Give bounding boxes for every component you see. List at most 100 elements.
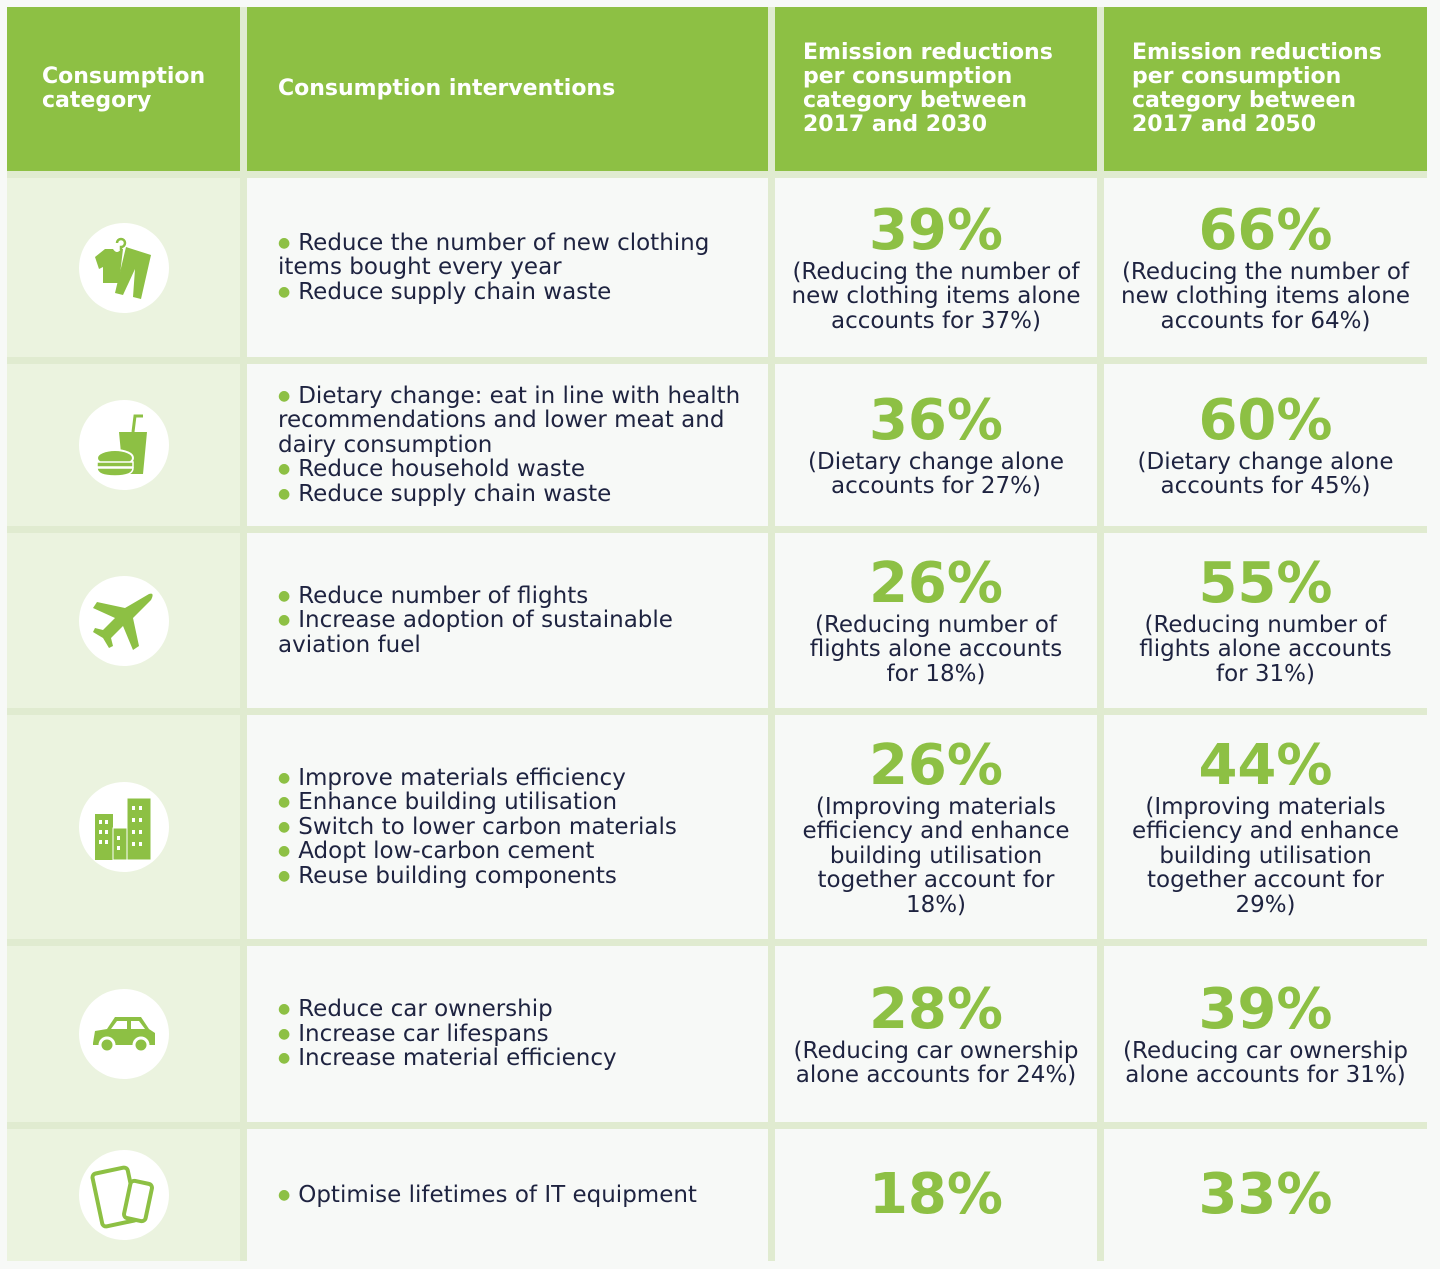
reduction-cell-2030: 18%: [775, 1129, 1097, 1261]
interventions-cell: ● Dietary change: eat in line with health…: [247, 364, 768, 526]
airplane-icon: [78, 575, 169, 666]
reduction-percent: 33%: [1198, 1162, 1333, 1227]
bullet-icon: ●: [278, 612, 291, 629]
bullet-icon: ●: [278, 1001, 291, 1018]
reduction-note: (Reducing number of flights alone accoun…: [809, 611, 1063, 687]
reduction-cell-2050: 44% (Improving materials efficiency and e…: [1104, 715, 1427, 939]
category-cell: [7, 715, 240, 939]
reduction-cell-2050: 66% (Reducing the number of new clothing …: [1104, 178, 1427, 357]
reduction-note: (Improving materials efficiency and enha…: [802, 793, 1070, 918]
reduction-cell-2050: 60% (Dietary change alone accounts for 45…: [1104, 364, 1427, 526]
intervention-item: ● Reduce supply chain waste: [278, 482, 768, 507]
intervention-item: ● Reduce supply chain waste: [278, 280, 768, 305]
intervention-text: Optimise lifetimes of IT equipment: [298, 1181, 697, 1208]
intervention-text: Switch to lower carbon materials: [298, 813, 677, 840]
category-cell: [7, 364, 240, 526]
bullet-icon: ●: [278, 843, 291, 860]
bullet-icon: ●: [278, 769, 291, 786]
reduction-percent: 60%: [1198, 387, 1333, 453]
reduction-percent: 36%: [868, 387, 1004, 453]
intervention-text: Reduce number of flights: [298, 582, 589, 609]
reduction-cell-2030: 26% (Improving materials efficiency and e…: [775, 715, 1097, 939]
intervention-item: ● Reduce number of flights: [278, 584, 768, 609]
intervention-item: ● Increase car lifespans: [278, 1022, 768, 1047]
intervention-text: Increase car lifespans: [298, 1020, 549, 1047]
bullet-icon: ●: [278, 485, 291, 502]
reduction-note: (Improving materials efficiency and enha…: [1131, 793, 1400, 918]
bullet-icon: ●: [278, 283, 291, 300]
intervention-item: ● Enhance building utilisation: [278, 790, 768, 815]
reduction-cell-2050: 33%: [1104, 1129, 1427, 1261]
reduction-note: (Dietary change alone accounts for 45%): [1137, 448, 1394, 499]
clothing-icon: [78, 222, 169, 313]
intervention-text: Reduce supply chain waste: [298, 278, 612, 305]
bullet-icon: ●: [278, 461, 291, 478]
reduction-cell-2030: 28% (Reducing car ownership alone account…: [775, 946, 1097, 1122]
interventions-cell: ● Reduce number of flights ● Increase adopt…: [247, 533, 768, 708]
bullet-icon: ●: [278, 1186, 291, 1203]
reduction-cell-2030: 26% (Reducing number of flights alone acc…: [775, 533, 1097, 708]
reduction-note: (Dietary change alone accounts for 27%): [808, 448, 1064, 499]
intervention-item: ● Reduce car ownership: [278, 997, 768, 1022]
intervention-item: ● Increase material efficiency: [278, 1046, 768, 1071]
reduction-percent: 39%: [868, 197, 1004, 263]
header-reductions-2050: Emission reductions per consumption cate…: [1104, 7, 1427, 171]
intervention-item: ● Improve materials efficiency: [278, 766, 768, 791]
interventions-cell: ● Optimise lifetimes of IT equipment: [247, 1129, 768, 1261]
bullet-icon: ●: [278, 387, 291, 404]
intervention-item: ● Reduce household waste: [278, 457, 768, 482]
reduction-percent: 26%: [868, 550, 1004, 616]
intervention-text: Increase adoption of sustainable aviatio…: [278, 607, 673, 658]
reduction-percent: 55%: [1198, 550, 1333, 616]
reduction-cell-2030: 36% (Dietary change alone accounts for 27…: [775, 364, 1097, 526]
reduction-percent: 44%: [1198, 732, 1333, 798]
intervention-text: Enhance building utilisation: [298, 789, 618, 816]
intervention-text: Reduce car ownership: [298, 996, 553, 1023]
buildings-icon: [78, 782, 169, 872]
emissions-table: Consumption category Consumption interve…: [7, 7, 1427, 1261]
bullet-icon: ●: [278, 794, 291, 811]
reduction-percent: 66%: [1198, 197, 1333, 263]
reduction-percent: 18%: [868, 1162, 1004, 1227]
intervention-item: ● Reuse building components: [278, 864, 768, 889]
intervention-item: ● Increase adoption of sustainable aviati…: [278, 608, 768, 657]
intervention-text: Reuse building components: [298, 862, 617, 889]
intervention-text: Improve materials efficiency: [298, 764, 626, 791]
reduction-note: (Reducing number of flights alone accoun…: [1139, 611, 1392, 687]
intervention-text: Increase material efficiency: [298, 1045, 617, 1072]
bullet-icon: ●: [278, 818, 291, 835]
bullet-icon: ●: [278, 587, 291, 604]
interventions-cell: ● Improve materials efficiency ● Enhance bu…: [247, 715, 768, 939]
bullet-icon: ●: [278, 1050, 291, 1067]
reduction-cell-2050: 55% (Reducing number of flights alone acc…: [1104, 533, 1427, 708]
intervention-item: ● Dietary change: eat in line with health…: [278, 384, 768, 458]
intervention-text: Adopt low-carbon cement: [298, 838, 595, 865]
intervention-text: Dietary change: eat in line with health …: [278, 382, 741, 458]
interventions-cell: ● Reduce car ownership ● Increase car lifes…: [247, 946, 768, 1122]
header-consumption-category: Consumption category: [7, 7, 240, 171]
category-cell: [7, 946, 240, 1122]
reduction-note: (Reducing the number of new clothing ite…: [791, 258, 1081, 334]
car-icon: [78, 989, 169, 1079]
reduction-percent: 39%: [1198, 976, 1333, 1042]
devices-icon: [78, 1150, 169, 1240]
bullet-icon: ●: [278, 234, 291, 251]
bullet-icon: ●: [278, 1025, 291, 1042]
category-cell: [7, 178, 240, 357]
reduction-percent: 26%: [868, 732, 1004, 798]
reduction-cell-2050: 39% (Reducing car ownership alone account…: [1104, 946, 1427, 1122]
intervention-item: ● Optimise lifetimes of IT equipment: [278, 1183, 768, 1208]
reduction-note: (Reducing the number of new clothing ite…: [1121, 258, 1410, 334]
reduction-cell-2030: 39% (Reducing the number of new clothing …: [775, 178, 1097, 357]
bullet-icon: ●: [278, 867, 291, 884]
reduction-note: (Reducing car ownership alone accounts f…: [793, 1037, 1079, 1088]
reduction-percent: 28%: [868, 976, 1004, 1042]
header-consumption-interventions: Consumption interventions: [247, 7, 768, 171]
intervention-item: ● Adopt low-carbon cement: [278, 839, 768, 864]
header-reductions-2030: Emission reductions per consumption cate…: [775, 7, 1097, 171]
category-cell: [7, 533, 240, 708]
intervention-item: ● Reduce the number of new clothing items…: [278, 231, 768, 280]
interventions-cell: ● Reduce the number of new clothing items…: [247, 178, 768, 357]
intervention-item: ● Switch to lower carbon materials: [278, 815, 768, 840]
intervention-text: Reduce household waste: [298, 456, 585, 483]
